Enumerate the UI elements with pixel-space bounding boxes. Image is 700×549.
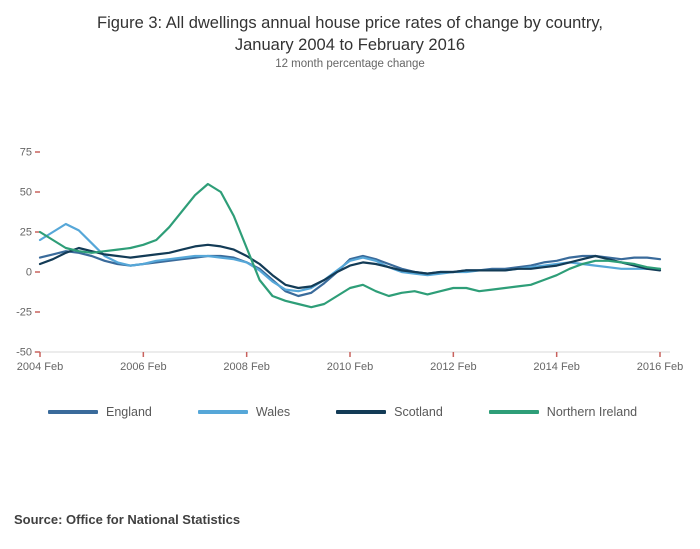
legend-swatch-icon: [197, 410, 248, 414]
y-axis-tick-label: 0: [26, 267, 32, 279]
chart-title-line2: January 2004 to February 2016: [234, 36, 466, 55]
legend-label: Wales: [255, 405, 291, 419]
x-axis-tick-label: 2010 Feb: [327, 361, 373, 373]
source-note: Source: Office for National Statistics: [14, 512, 241, 527]
legend-item-wales: Wales: [197, 405, 291, 419]
series-line-wales: [38, 222, 662, 293]
legend-label: England: [106, 405, 152, 419]
y-axis-tick-label: 25: [20, 227, 32, 239]
legend-swatch-icon: [48, 410, 98, 414]
x-axis-tick-label: 2008 Feb: [223, 361, 269, 373]
y-axis-tick-label: -50: [16, 347, 32, 359]
legend-item-northern-ireland: Northern Ireland: [488, 405, 638, 419]
legend-label: Scotland: [394, 405, 443, 419]
legend-item-scotland: Scotland: [336, 405, 443, 419]
x-axis-tick-label: 2004 Feb: [17, 361, 63, 373]
legend-label: Northern Ireland: [546, 405, 638, 419]
x-axis-tick-label: 2016 Feb: [637, 361, 683, 373]
legend-swatch-icon: [488, 410, 539, 414]
chart-area: 75 50 25 0 -25 -50 2004 Feb 2006 Feb 2008 Feb 201…: [0, 140, 700, 380]
y-axis-tick-label: -25: [16, 307, 32, 319]
chart-title: Figure 3: All dwellings annual house pri…: [50, 12, 650, 57]
chart-title-line1: Figure 3: All dwellings annual house pri…: [97, 14, 603, 32]
x-axis-tick-label: 2014 Feb: [533, 361, 579, 373]
x-axis-tick-label: 2006 Feb: [120, 361, 166, 373]
y-axis-tick-label: 75: [20, 147, 32, 159]
chart-legend: England Wales Scotland Northern Ireland: [48, 405, 680, 419]
legend-swatch-icon: [336, 410, 387, 414]
x-axis-tick-label: 2012 Feb: [430, 361, 476, 373]
legend-item-england: England: [48, 405, 152, 419]
series-line-scotland: [38, 243, 662, 290]
series-line-northern-ireland: [38, 182, 662, 309]
y-axis-tick-label: 50: [20, 187, 32, 199]
chart-subtitle: 12 month percentage change: [275, 58, 425, 70]
chart-svg: 75 50 25 0 -25 -50 2004 Feb 2006 Feb 2008 Feb 201…: [16, 147, 683, 374]
